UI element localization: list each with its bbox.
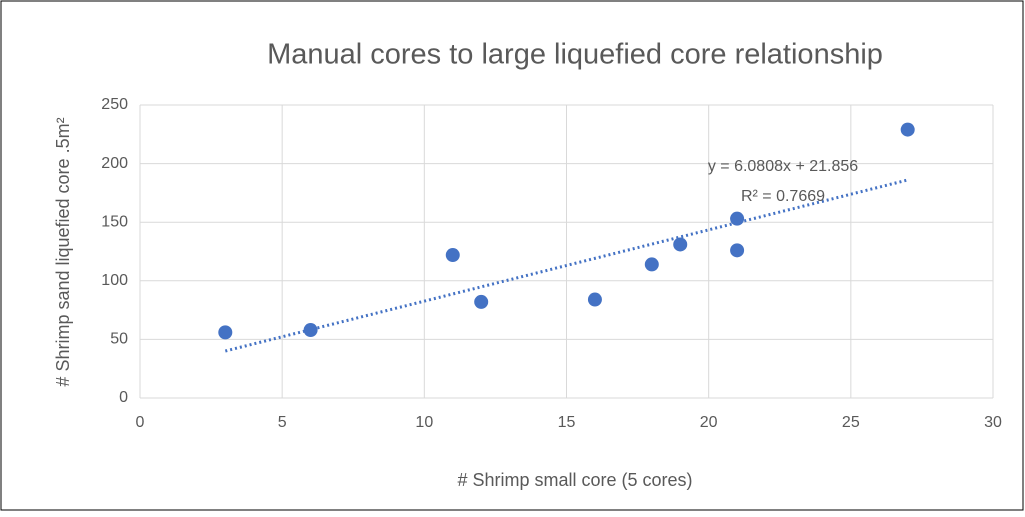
- chart-title: Manual cores to large liquefied core rel…: [267, 39, 883, 71]
- y-tick-label: 0: [119, 389, 128, 406]
- x-tick-label: 20: [700, 414, 718, 431]
- data-point: [730, 211, 745, 226]
- x-axis-label: # Shrimp small core (5 cores): [457, 470, 692, 490]
- x-tick-label: 15: [558, 414, 576, 431]
- data-point: [218, 325, 233, 340]
- data-point: [445, 248, 460, 263]
- trendline-r2: R² = 0.7669: [741, 188, 825, 205]
- data-point: [474, 294, 489, 309]
- x-tick-label: 25: [842, 414, 860, 431]
- trendline: [224, 178, 909, 353]
- y-tick-label: 200: [101, 155, 128, 172]
- data-point: [644, 257, 659, 272]
- y-tick-label: 150: [101, 213, 128, 230]
- data-point: [673, 237, 688, 252]
- data-point: [303, 323, 318, 338]
- data-point: [587, 292, 602, 307]
- data-point: [900, 122, 915, 137]
- x-tick-label: 10: [415, 414, 433, 431]
- x-tick-label: 5: [278, 414, 287, 431]
- y-tick-label: 250: [101, 96, 128, 113]
- y-axis-label: # Shrimp sand liquefied core .5m²: [53, 117, 73, 386]
- y-tick-label: 100: [101, 272, 128, 289]
- y-tick-label: 50: [110, 331, 128, 348]
- trendline-equation: y = 6.0808x + 21.856: [708, 158, 858, 175]
- data-point: [730, 243, 745, 258]
- x-tick-label: 0: [136, 414, 145, 431]
- x-tick-label: 30: [984, 414, 1002, 431]
